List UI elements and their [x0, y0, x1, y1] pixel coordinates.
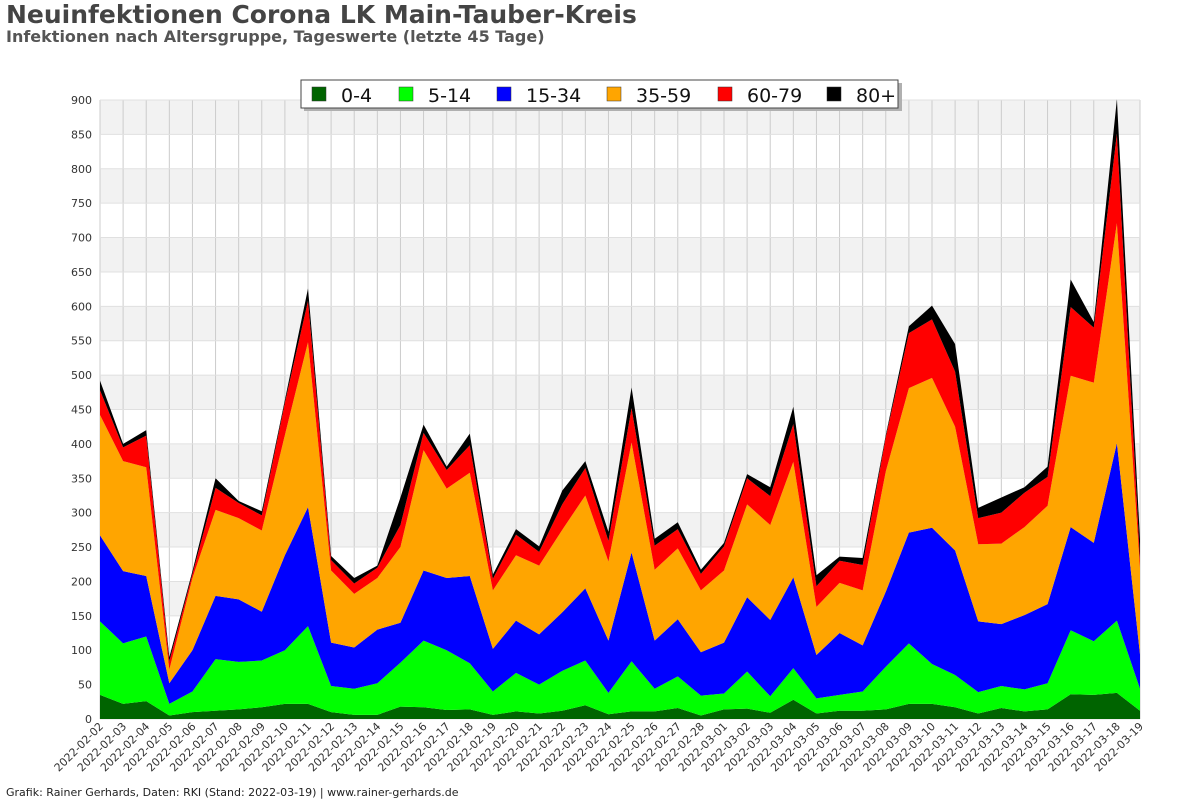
series-area-15-34 — [100, 443, 1140, 704]
series-area-35-59 — [100, 223, 1140, 684]
grid-band — [100, 168, 1140, 204]
legend-swatch-0-4 — [311, 86, 327, 102]
y-tick-label: 250 — [71, 541, 92, 554]
y-tick-label: 700 — [71, 232, 92, 245]
chart-subtitle: Infektionen nach Altersgruppe, Tageswert… — [6, 27, 545, 46]
grid-band — [100, 203, 1140, 238]
grid-band — [100, 237, 1140, 272]
legend-swatch-80+ — [826, 86, 842, 102]
grid-band — [100, 306, 1140, 341]
series-area-5-14 — [100, 620, 1140, 716]
grid-band — [100, 375, 1140, 410]
y-tick-label: 600 — [71, 300, 92, 313]
y-tick-label: 0 — [85, 713, 92, 726]
grid-band — [100, 340, 1140, 376]
legend: 0-4 5-14 15-34 35-59 60-79 80+ — [300, 79, 902, 111]
grid-band — [100, 271, 1140, 307]
y-tick-label: 150 — [71, 610, 92, 623]
y-tick-label: 100 — [71, 644, 92, 657]
y-tick-label: 500 — [71, 369, 92, 382]
y-tick-label: 750 — [71, 197, 92, 210]
y-tick-label: 800 — [71, 163, 92, 176]
legend-swatch-5-14 — [398, 86, 414, 102]
grid-band — [100, 409, 1140, 444]
grid-band — [100, 134, 1140, 169]
legend-label-0-4: 0-4 — [341, 85, 372, 107]
series-areas — [100, 99, 1140, 719]
legend-label-60-79: 60-79 — [747, 85, 802, 107]
y-tick-label: 900 — [71, 94, 92, 107]
legend-label-15-34: 15-34 — [526, 85, 581, 107]
y-axis-tick-labels: 0 50 100 150 200 250 300 350 400 450 500 550 600 650 7… — [71, 94, 92, 726]
y-tick-label: 450 — [71, 404, 92, 417]
legend-box — [300, 79, 899, 109]
series-area-0-4 — [100, 692, 1140, 719]
y-tick-label: 850 — [71, 128, 92, 141]
x-axis-tick-labels: 2022-02-022022-02-032022-02-042022-02-05… — [52, 720, 1146, 774]
legend-label-80+: 80+ — [856, 85, 896, 107]
y-tick-label: 50 — [78, 679, 92, 692]
y-tick-label: 550 — [71, 335, 92, 348]
y-tick-label: 300 — [71, 507, 92, 520]
legend-swatch-60-79 — [717, 86, 733, 102]
legend-label-35-59: 35-59 — [636, 85, 691, 107]
legend-swatch-15-34 — [496, 86, 512, 102]
y-tick-label: 200 — [71, 575, 92, 588]
y-tick-label: 350 — [71, 472, 92, 485]
y-tick-label: 400 — [71, 438, 92, 451]
source-credit: Grafik: Rainer Gerhards, Daten: RKI (Sta… — [6, 786, 459, 799]
legend-swatch-35-59 — [606, 86, 622, 102]
chart-title: Neuinfektionen Corona LK Main-Tauber-Kre… — [6, 0, 637, 29]
y-tick-label: 650 — [71, 266, 92, 279]
legend-label-5-14: 5-14 — [428, 85, 471, 107]
